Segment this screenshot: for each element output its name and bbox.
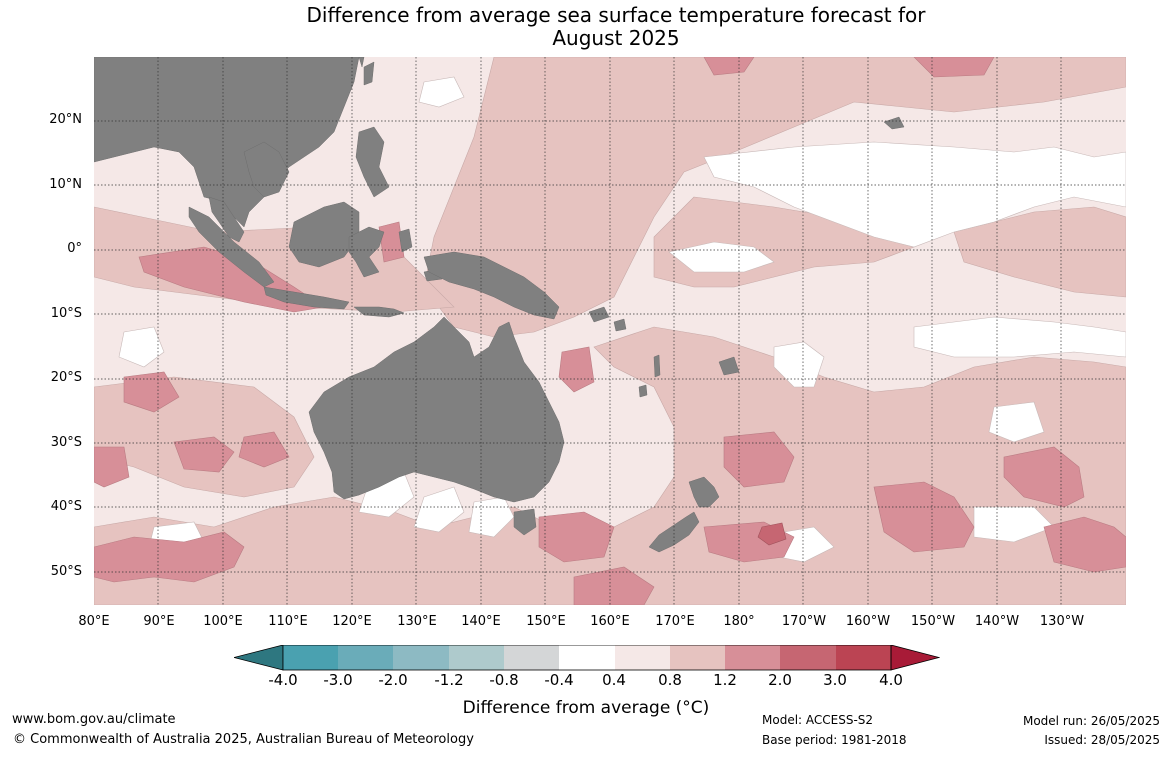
sst-anomaly-map	[94, 57, 1126, 605]
lat-label-10s: 10°S	[50, 306, 82, 321]
colorbar-bin-3	[393, 645, 449, 670]
lat-label-10n: 10°N	[49, 177, 82, 192]
lon-label-90e: 90°E	[143, 614, 175, 629]
base-period-info: Base period: 1981-2018	[762, 733, 907, 747]
land-australia	[308, 316, 565, 503]
lon-label-100e: 100°E	[203, 614, 243, 629]
colorbar-bin-10	[780, 645, 836, 670]
colorbar-tick: 4.0	[879, 671, 903, 689]
lat-label-20n: 20°N	[49, 112, 82, 127]
land-masses	[94, 57, 905, 553]
lat-label-30s: 30°S	[50, 435, 82, 450]
colorbar-tick: -2.0	[378, 671, 408, 689]
land-asia	[94, 57, 360, 228]
lon-label-160e: 160°E	[590, 614, 630, 629]
colorbar-tick: 0.8	[658, 671, 682, 689]
lon-label-80e: 80°E	[78, 614, 110, 629]
map-title-line1: Difference from average sea surface temp…	[306, 3, 926, 27]
lon-label-180: 180°	[723, 614, 755, 629]
website-link[interactable]: www.bom.gov.au/climate	[12, 712, 176, 727]
colorbar	[234, 645, 940, 671]
lon-label-120e: 120°E	[332, 614, 372, 629]
colorbar-bin-7	[615, 645, 670, 670]
lon-label-170w: 170°W	[781, 614, 827, 629]
colorbar-bin-6	[559, 645, 615, 670]
lon-label-130w: 130°W	[1039, 614, 1085, 629]
lon-label-160w: 160°W	[845, 614, 891, 629]
lat-label-50s: 50°S	[50, 564, 82, 579]
colorbar-tick: -3.0	[323, 671, 353, 689]
lon-label-130e: 130°E	[397, 614, 437, 629]
colorbar-bin-8	[670, 645, 725, 670]
anomaly-neutral-regions	[118, 76, 1126, 563]
copyright-text: © Commonwealth of Australia 2025, Austra…	[13, 732, 474, 747]
anomaly-2.0-3.0-regions	[757, 522, 787, 546]
colorbar-tick: 1.2	[713, 671, 737, 689]
model-run-date: Model run: 26/05/2025	[1022, 714, 1160, 728]
lat-label-0: 0°	[67, 241, 82, 256]
colorbar-tick: -4.0	[268, 671, 298, 689]
colorbar-tick: -0.8	[489, 671, 519, 689]
colorbar-bin-9	[725, 645, 780, 670]
colorbar-tick: -1.2	[434, 671, 464, 689]
lon-label-140e: 140°E	[461, 614, 501, 629]
lon-label-170e: 170°E	[655, 614, 695, 629]
lon-label-150e: 150°E	[526, 614, 566, 629]
lat-label-20s: 20°S	[50, 370, 82, 385]
lat-label-40s: 40°S	[50, 499, 82, 514]
colorbar-tick: -0.4	[544, 671, 574, 689]
colorbar-above-max-arrow	[890, 645, 940, 671]
colorbar-bin-4	[449, 645, 504, 670]
map-gridlines	[94, 57, 1126, 605]
map-title-line2: August 2025	[552, 26, 680, 50]
colorbar-tick: 0.4	[602, 671, 626, 689]
colorbar-bin-2	[338, 645, 393, 670]
map-title: Difference from average sea surface temp…	[0, 4, 1173, 50]
model-info: Model: ACCESS-S2	[762, 713, 874, 727]
lon-label-110e: 110°E	[268, 614, 308, 629]
colorbar-bin-1	[283, 645, 338, 670]
colorbar-bin-5	[504, 645, 559, 670]
issued-date: Issued: 28/05/2025	[1044, 733, 1160, 747]
lon-label-150w: 150°W	[910, 614, 956, 629]
lon-label-140w: 140°W	[974, 614, 1020, 629]
colorbar-below-min-arrow	[234, 645, 284, 671]
colorbar-bin-11	[836, 645, 891, 670]
colorbar-tick: 3.0	[823, 671, 847, 689]
colorbar-tick: 2.0	[768, 671, 792, 689]
colorbar-label: Difference from average (°C)	[462, 698, 710, 718]
